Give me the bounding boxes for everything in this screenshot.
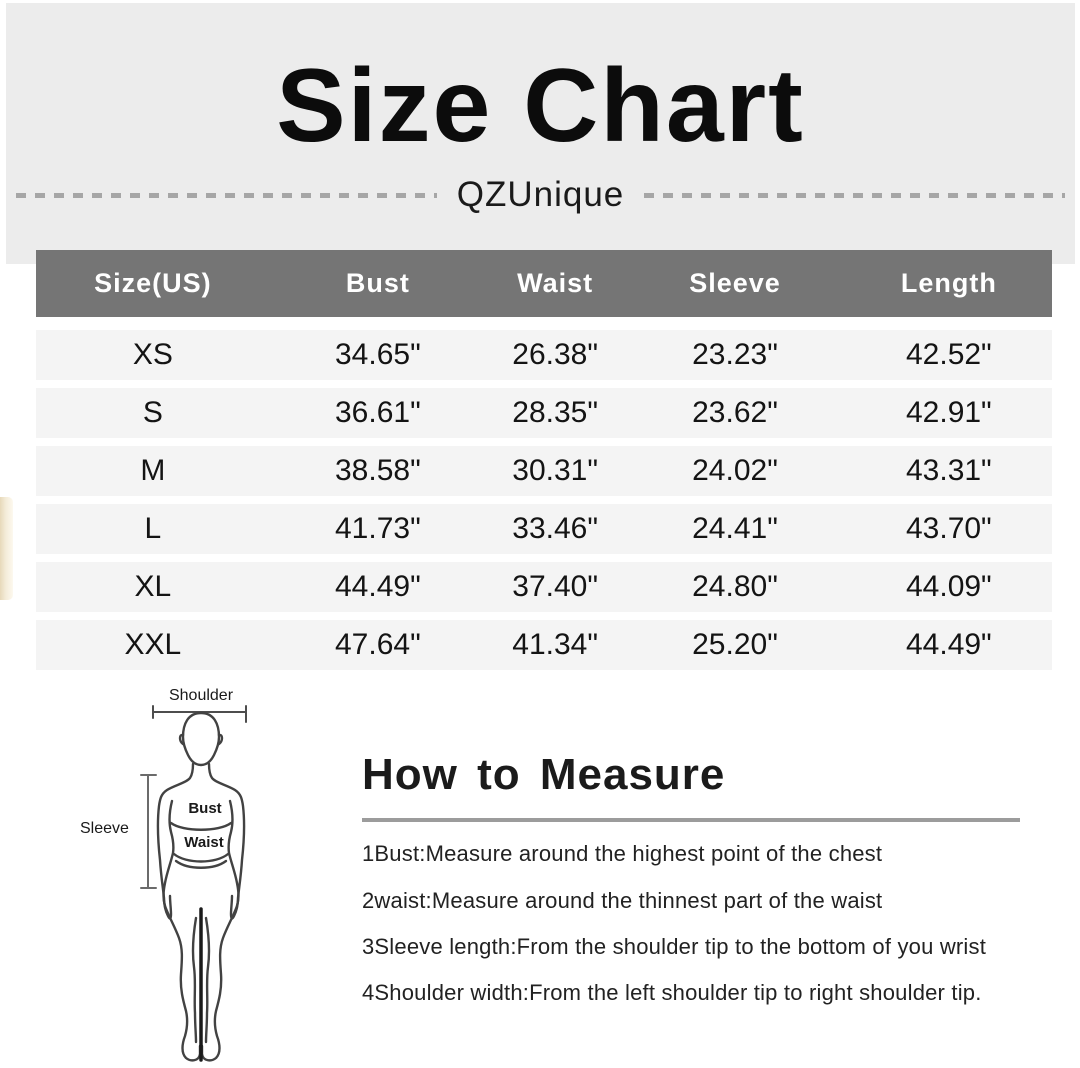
column-header-length: Length bbox=[900, 268, 997, 298]
length-cell: 43.70" bbox=[905, 512, 992, 545]
measure-step-bust: 1Bust:Measure around the highest point o… bbox=[362, 841, 883, 866]
sleeve-cell: 24.02" bbox=[692, 454, 778, 487]
table-row-l: L 41.73" 33.46" 24.41" 43.70" bbox=[36, 504, 1052, 554]
column-header-bust: Bust bbox=[345, 268, 410, 298]
waist-cell: 26.38" bbox=[512, 338, 599, 371]
size-cell: XL bbox=[134, 570, 172, 603]
dashed-rule-left bbox=[16, 192, 437, 198]
sleeve-label: Sleeve bbox=[80, 820, 129, 837]
measure-step-shoulder: 4Shoulder width:From the left shoulder t… bbox=[362, 980, 982, 1005]
figure-outline bbox=[156, 711, 246, 1062]
table-row-xs: XS 34.65" 26.38" 23.23" 42.52" bbox=[36, 330, 1052, 380]
sleeve-cell: 24.41" bbox=[692, 512, 778, 545]
table-row-xl: XL 44.49" 37.40" 24.80" 44.09" bbox=[36, 562, 1052, 612]
page-title: Size Chart bbox=[276, 48, 805, 164]
waist-cell: 28.35" bbox=[512, 396, 599, 429]
measure-step-sleeve: 3Sleeve length:From the shoulder tip to … bbox=[362, 934, 987, 959]
bust-cell: 38.58" bbox=[335, 454, 421, 487]
table-row-s: S 36.61" 28.35" 23.62" 42.91" bbox=[36, 388, 1052, 438]
waist-cell: 30.31" bbox=[512, 454, 599, 487]
length-cell: 42.52" bbox=[905, 338, 992, 371]
sleeve-cell: 25.20" bbox=[692, 628, 778, 661]
size-cell: XS bbox=[132, 338, 173, 371]
bust-cell: 41.73" bbox=[335, 512, 421, 545]
waist-cell: 33.46" bbox=[512, 512, 599, 545]
size-cell: S bbox=[142, 396, 163, 429]
sleeve-cell: 23.62" bbox=[692, 396, 778, 429]
bust-label: Bust bbox=[188, 800, 222, 817]
sleeve-cell: 23.23" bbox=[692, 338, 778, 371]
sleeve-dimension-line bbox=[140, 774, 157, 889]
title-panel: Size Chart QZUnique bbox=[6, 3, 1075, 264]
page-edge-artifact bbox=[0, 497, 13, 600]
table-row-xxl: XXL 47.64" 41.34" 25.20" 44.49" bbox=[36, 620, 1052, 670]
size-cell: L bbox=[144, 512, 162, 545]
column-header-size: Size(US) bbox=[94, 268, 212, 298]
bust-cell: 36.61" bbox=[335, 396, 421, 429]
size-cell: XXL bbox=[124, 628, 182, 661]
measure-step-waist: 2waist:Measure around the thinnest part … bbox=[362, 888, 883, 913]
length-cell: 44.09" bbox=[905, 570, 992, 603]
column-header-waist: Waist bbox=[517, 268, 594, 298]
dashed-rule-right bbox=[644, 192, 1065, 198]
sleeve-cell: 24.80" bbox=[692, 570, 778, 603]
length-cell: 43.31" bbox=[905, 454, 992, 487]
table-row-m: M 38.58" 30.31" 24.02" 43.31" bbox=[36, 446, 1052, 496]
how-to-measure-title: How to Measure bbox=[362, 750, 726, 799]
waist-cell: 41.34" bbox=[512, 628, 599, 661]
brand-name: QZUnique bbox=[456, 175, 625, 214]
bust-cell: 47.64" bbox=[335, 628, 421, 661]
body-figure-svg bbox=[140, 705, 247, 1062]
size-cell: M bbox=[140, 454, 166, 487]
column-header-sleeve: Sleeve bbox=[689, 268, 781, 298]
length-cell: 42.91" bbox=[905, 396, 992, 429]
length-cell: 44.49" bbox=[905, 628, 992, 661]
brand-row: QZUnique bbox=[16, 175, 1065, 215]
waist-cell: 37.40" bbox=[512, 570, 599, 603]
bust-cell: 34.65" bbox=[335, 338, 421, 371]
bust-cell: 44.49" bbox=[335, 570, 421, 603]
size-table-header-row: Size(US) Bust Waist Sleeve Length bbox=[36, 250, 1052, 317]
how-to-measure-divider bbox=[362, 818, 1020, 822]
waist-label: Waist bbox=[184, 834, 224, 851]
shoulder-label: Shoulder bbox=[168, 687, 234, 704]
